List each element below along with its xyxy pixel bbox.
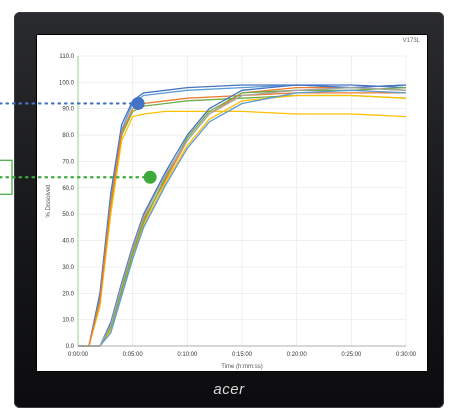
brand-logo: acer [213, 381, 245, 398]
y-tick-label: 40.0 [62, 239, 74, 245]
y-tick-label: 70.0 [62, 159, 74, 165]
monitor-bezel: V173L 0.0 10.0 20.0 30.0 40.0 50.0 60.0 70.0 80.… [14, 12, 444, 408]
y-tick-label: 0.0 [66, 344, 75, 350]
dissolution-chart: 0.0 10.0 20.0 30.0 40.0 50.0 60.0 70.0 80.0 90.0 1… [46, 54, 417, 370]
y-axis-title: % Dissolved [46, 184, 52, 217]
x-tick-label: 0:30:00 [396, 352, 417, 358]
y-tick-label: 10.0 [62, 318, 74, 324]
blue-point [131, 96, 145, 110]
x-tick-label: 0:15:00 [232, 352, 253, 358]
series-line-4 [78, 110, 407, 347]
x-tick-label: 0:10:00 [177, 352, 198, 358]
y-tick-label: 20.0 [62, 291, 74, 297]
y-tick-label: 80.0 [62, 133, 74, 139]
x-tick-label: 0:25:00 [341, 352, 362, 358]
x-tick-label: 0:05:00 [123, 352, 144, 358]
monitor-model-label: V173L [402, 38, 420, 44]
y-tick-label: 110.0 [59, 54, 74, 60]
series-line-11 [78, 86, 407, 347]
y-tick-label: 100.0 [59, 80, 75, 86]
y-tick-label: 90.0 [62, 107, 74, 113]
monitor-screen: V173L 0.0 10.0 20.0 30.0 40.0 50.0 60.0 70.0 80.… [36, 34, 428, 372]
callout-bracket [0, 159, 13, 195]
y-tick-label: 30.0 [62, 265, 74, 271]
x-tick-label: 0:20:00 [287, 352, 308, 358]
y-tick-label: 50.0 [62, 212, 74, 218]
x-axis-title: Time (h:mm:ss) [221, 364, 262, 370]
green-point [143, 170, 157, 184]
y-tick-label: 60.0 [62, 186, 74, 192]
x-tick-label: 0:00:00 [68, 352, 89, 358]
